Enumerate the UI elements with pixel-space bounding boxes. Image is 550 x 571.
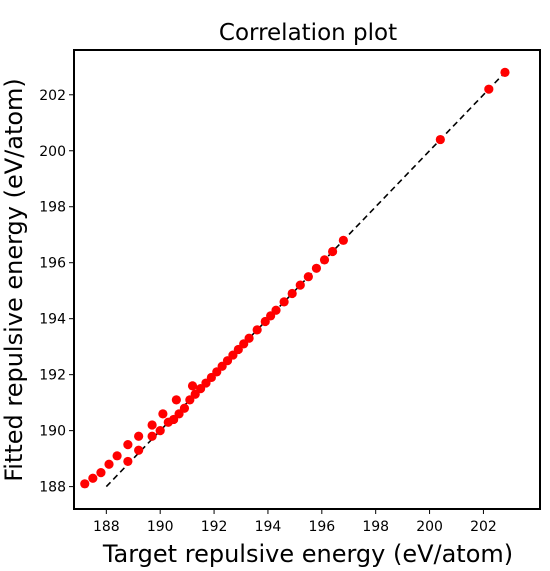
y-tick-label: 196 — [39, 256, 66, 272]
data-point — [484, 84, 494, 94]
data-point — [104, 459, 114, 469]
y-tick-label: 202 — [39, 88, 66, 104]
plot-area — [80, 67, 510, 489]
data-point — [244, 333, 254, 343]
x-tick-label: 202 — [470, 519, 497, 535]
chart-title: Correlation plot — [219, 20, 397, 46]
data-point — [295, 280, 305, 290]
data-point — [271, 305, 281, 315]
data-point — [435, 134, 445, 145]
data-point — [134, 431, 144, 441]
y-axis: 188 190 192 194 196 198 200 202 — [39, 88, 74, 496]
x-tick-label: 198 — [362, 519, 389, 535]
y-tick-label: 188 — [39, 480, 66, 496]
x-tick-label: 194 — [255, 519, 282, 535]
data-point — [123, 456, 133, 467]
data-point — [500, 67, 510, 77]
data-point — [158, 409, 168, 419]
data-point — [96, 468, 106, 478]
data-point — [134, 445, 144, 455]
data-point — [179, 403, 190, 413]
plot-frame — [73, 49, 541, 510]
data-point — [147, 420, 157, 430]
x-tick-label: 192 — [201, 519, 228, 535]
y-axis-label: Fitted repulsive energy (eV/atom) — [0, 78, 28, 482]
y-tick-label: 194 — [39, 312, 66, 328]
data-point — [147, 431, 157, 441]
data-point — [303, 272, 313, 282]
data-point — [252, 325, 262, 335]
x-tick-label: 188 — [93, 519, 120, 535]
y-tick-label: 200 — [39, 144, 66, 160]
data-point — [112, 451, 122, 461]
data-point — [80, 479, 90, 489]
y-tick-label: 198 — [39, 200, 66, 216]
data-point — [88, 473, 98, 483]
x-tick-label: 200 — [416, 519, 443, 535]
data-point — [287, 288, 297, 299]
x-tick-label: 196 — [308, 519, 335, 535]
y-tick-label: 192 — [39, 368, 66, 384]
data-point — [279, 297, 289, 307]
x-axis: 188 190 192 194 196 198 200 202 — [93, 509, 497, 535]
data-point — [123, 440, 133, 450]
data-point — [171, 395, 181, 405]
data-point — [155, 426, 165, 436]
y-tick-label: 190 — [39, 424, 66, 440]
data-point — [319, 255, 330, 265]
data-point — [327, 246, 338, 257]
x-axis-label: Target repulsive energy (eV/atom) — [102, 540, 513, 568]
data-point — [338, 235, 348, 245]
data-point — [187, 381, 198, 391]
x-tick-label: 190 — [147, 519, 174, 535]
data-point — [311, 263, 322, 273]
